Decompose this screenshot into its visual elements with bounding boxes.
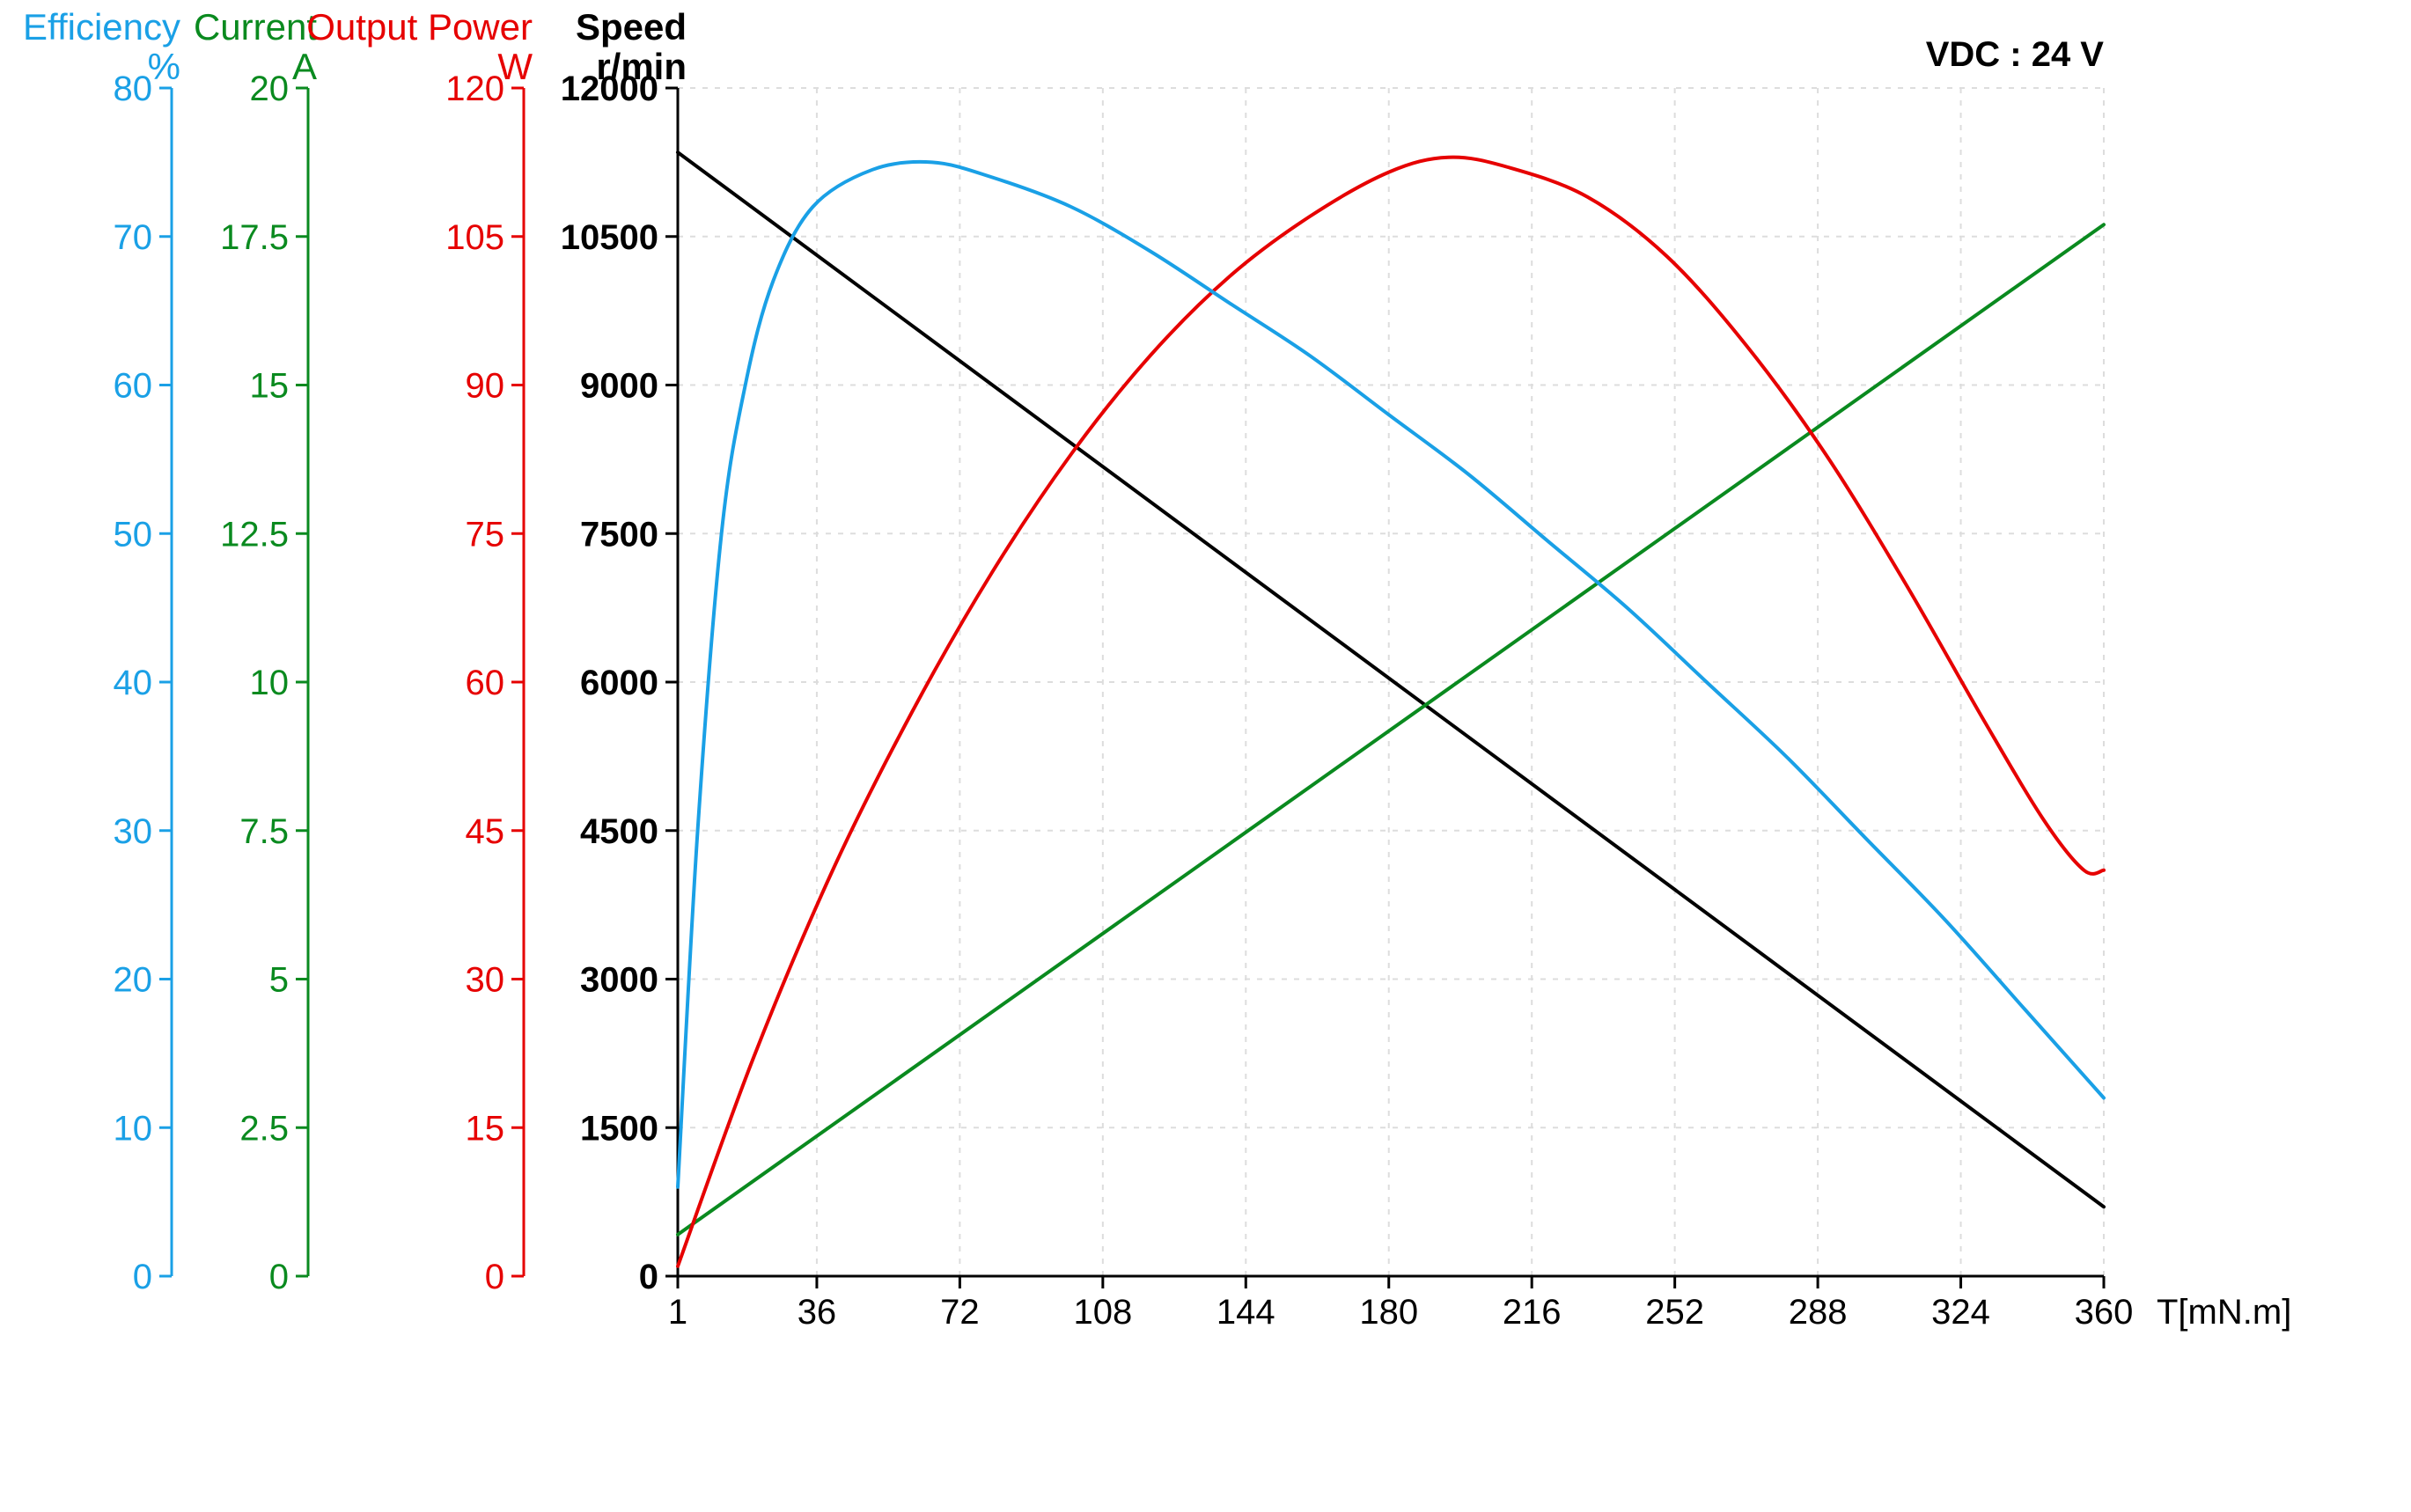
axis-unit-power: W	[497, 46, 533, 87]
chart-svg: 01020304050607080Efficiency%02.557.51012…	[0, 0, 2411, 1512]
xtick: 144	[1217, 1293, 1275, 1332]
axis-title-speed: Speed	[576, 6, 687, 48]
axis-title-power: Output Power	[306, 6, 533, 48]
ytick-power: 0	[485, 1258, 504, 1296]
ytick-speed: 4500	[580, 812, 658, 851]
axis-unit-current: A	[292, 46, 317, 87]
ytick-power: 90	[466, 367, 505, 406]
axis-title-current: Current	[194, 6, 317, 48]
ytick-efficiency: 60	[114, 367, 153, 406]
ytick-efficiency: 30	[114, 812, 153, 851]
ytick-current: 15	[250, 367, 290, 406]
ytick-speed: 6000	[580, 664, 658, 702]
xtick: 324	[1931, 1293, 1990, 1332]
ytick-current: 12.5	[220, 515, 289, 554]
ytick-power: 75	[466, 515, 505, 554]
ytick-power: 30	[466, 961, 505, 1000]
origin-zero: 0	[639, 1258, 658, 1296]
ytick-efficiency: 80	[114, 70, 153, 108]
ytick-speed: 10500	[561, 218, 658, 257]
xtick: 252	[1645, 1293, 1704, 1332]
xtick: 72	[940, 1293, 980, 1332]
axis-title-efficiency: Efficiency	[23, 6, 180, 48]
ytick-current: 0	[269, 1258, 289, 1296]
ytick-current: 7.5	[239, 812, 289, 851]
ytick-efficiency: 20	[114, 961, 153, 1000]
ytick-efficiency: 40	[114, 664, 153, 702]
xtick: 36	[798, 1293, 837, 1332]
xtick: 360	[2075, 1293, 2134, 1332]
ytick-speed: 9000	[580, 367, 658, 406]
ytick-efficiency: 0	[133, 1258, 152, 1296]
ytick-current: 2.5	[239, 1109, 289, 1148]
xtick: 1	[668, 1293, 687, 1332]
ytick-speed: 1500	[580, 1109, 658, 1148]
ytick-power: 15	[466, 1109, 505, 1148]
ytick-efficiency: 10	[114, 1109, 153, 1148]
ytick-efficiency: 50	[114, 515, 153, 554]
ytick-efficiency: 70	[114, 218, 153, 257]
ytick-power: 45	[466, 812, 505, 851]
xtick: 180	[1359, 1293, 1418, 1332]
ytick-current: 5	[269, 961, 289, 1000]
xtick: 288	[1789, 1293, 1848, 1332]
ytick-speed: 7500	[580, 515, 658, 554]
motor-curve-chart: 01020304050607080Efficiency%02.557.51012…	[0, 0, 2411, 1512]
ytick-speed: 3000	[580, 961, 658, 1000]
ytick-current: 17.5	[220, 218, 289, 257]
ytick-power: 60	[466, 664, 505, 702]
ytick-power: 105	[445, 218, 504, 257]
ytick-current: 10	[250, 664, 290, 702]
xtick: 216	[1503, 1293, 1562, 1332]
axis-unit-speed: r/min	[596, 46, 687, 87]
x-axis-label: T[mN.m]	[2157, 1293, 2291, 1332]
xtick: 108	[1073, 1293, 1132, 1332]
ytick-current: 20	[250, 70, 290, 108]
axis-unit-efficiency: %	[148, 46, 180, 87]
vdc-annotation: VDC : 24 V	[1926, 35, 2105, 74]
ytick-power: 120	[445, 70, 504, 108]
